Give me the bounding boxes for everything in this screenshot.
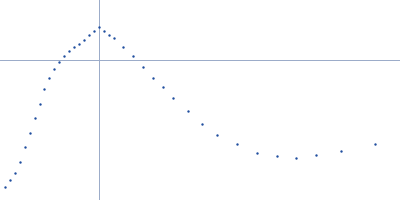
Point <box>214 133 220 136</box>
Point <box>106 33 112 36</box>
Point <box>46 77 52 80</box>
Point <box>66 49 72 53</box>
Point <box>36 102 43 105</box>
Point <box>86 33 92 36</box>
Point <box>184 109 191 113</box>
Point <box>120 46 127 49</box>
Point <box>56 60 62 63</box>
Point <box>372 142 378 145</box>
Point <box>150 77 156 80</box>
Point <box>170 97 176 100</box>
Point <box>100 29 107 33</box>
Point <box>22 146 28 149</box>
Point <box>31 117 38 120</box>
Point <box>26 131 33 134</box>
Point <box>91 29 97 33</box>
Point <box>273 155 280 158</box>
Point <box>41 87 48 91</box>
Point <box>12 171 18 174</box>
Point <box>234 142 240 145</box>
Point <box>199 122 206 125</box>
Point <box>110 37 117 40</box>
Point <box>76 42 82 45</box>
Point <box>140 66 146 69</box>
Point <box>313 153 319 156</box>
Point <box>160 86 166 89</box>
Point <box>71 46 77 49</box>
Point <box>2 186 8 189</box>
Point <box>338 149 344 153</box>
Point <box>51 67 58 71</box>
Point <box>81 38 87 42</box>
Point <box>130 55 136 58</box>
Point <box>7 178 13 182</box>
Point <box>16 160 23 163</box>
Point <box>254 151 260 154</box>
Point <box>293 157 300 160</box>
Point <box>61 55 67 58</box>
Point <box>96 26 102 29</box>
